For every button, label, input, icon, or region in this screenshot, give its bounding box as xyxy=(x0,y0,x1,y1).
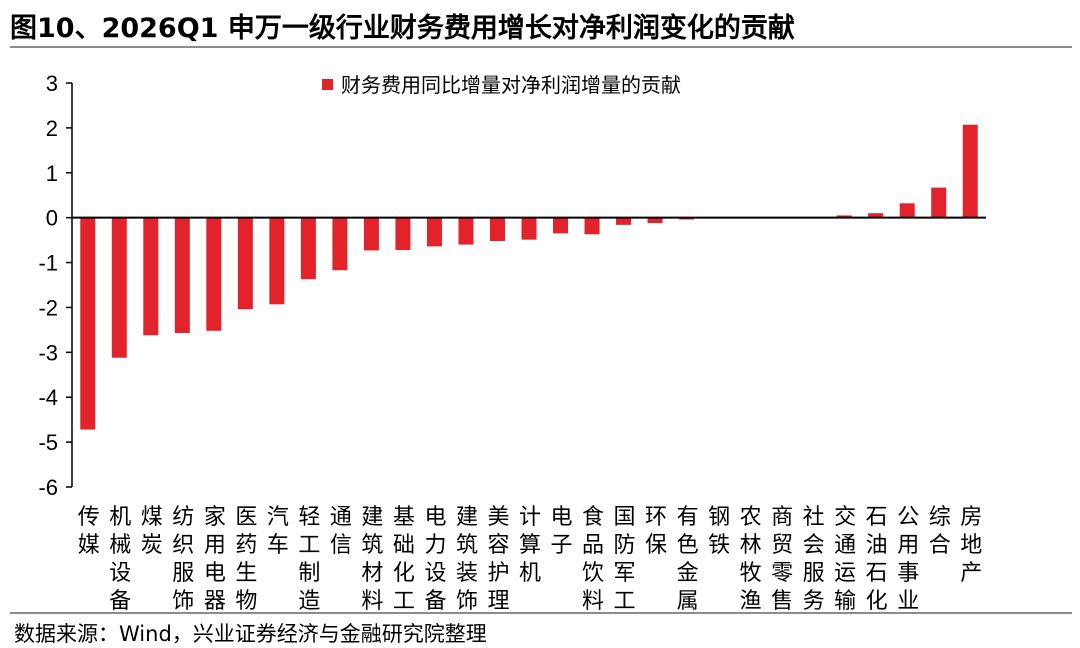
figure-title: 图10、2026Q1 申万一级行业财务费用增长对净利润变化的贡献 xyxy=(10,13,795,44)
x-axis-labels: 传媒机械设备煤炭纺织服饰家用电器医药生物汽车轻工制造通信建筑材料基础化工电力设备… xyxy=(78,505,982,610)
y-tick-label: -5 xyxy=(38,430,58,455)
source-note: 数据来源：Wind，兴业证券经济与金融研究院整理 xyxy=(14,622,487,646)
bar-15 xyxy=(521,217,537,240)
x-category-label: 电子 xyxy=(551,505,573,558)
x-category-label: 电力设备 xyxy=(424,505,446,610)
x-category-label: 社会服务 xyxy=(803,505,825,610)
bar-14 xyxy=(489,217,505,242)
bar-12 xyxy=(426,217,442,247)
x-category-label: 汽车 xyxy=(267,505,289,558)
bar-26 xyxy=(868,213,884,218)
y-tick-label: 3 xyxy=(46,71,58,96)
bar-29 xyxy=(962,124,978,218)
bar-7 xyxy=(269,217,285,305)
x-category-label: 房地产 xyxy=(960,505,982,586)
x-category-label: 纺织服饰 xyxy=(172,505,194,610)
y-axis: 3 2 1 0 -1 -2 -3 -4 -5 -6 xyxy=(38,71,73,500)
bar-28 xyxy=(931,187,947,218)
top-rule xyxy=(10,46,1072,48)
x-category-label: 传媒 xyxy=(78,505,100,558)
bottom-rule xyxy=(10,612,1072,614)
bars xyxy=(80,124,978,430)
y-tick-label: 0 xyxy=(46,206,58,231)
bar-2 xyxy=(111,217,127,358)
y-tick-label: -6 xyxy=(38,475,58,500)
bar-13 xyxy=(458,217,474,245)
bar-16 xyxy=(553,217,569,234)
x-category-label: 医药生物 xyxy=(235,505,257,610)
y-tick-label: 2 xyxy=(46,116,58,141)
x-category-label: 建筑材料 xyxy=(361,505,383,610)
y-tick-label: 1 xyxy=(46,161,58,186)
x-category-label: 建筑装饰 xyxy=(456,505,478,610)
bar-19 xyxy=(647,217,663,224)
y-tick-label: -4 xyxy=(38,385,58,410)
x-category-label: 轻工制造 xyxy=(298,505,320,610)
x-category-label: 交通运输 xyxy=(834,505,856,610)
x-category-label: 机械设备 xyxy=(109,505,131,610)
y-tick-label: -1 xyxy=(38,251,58,276)
y-tick-label: -3 xyxy=(38,340,58,365)
bar-25 xyxy=(836,215,852,218)
x-category-label: 公用事业 xyxy=(897,505,919,610)
bar-4 xyxy=(174,217,190,334)
x-category-label: 石油石化 xyxy=(866,505,888,610)
x-category-label: 煤炭 xyxy=(141,505,163,558)
bar-27 xyxy=(899,203,915,218)
x-category-label: 基础化工 xyxy=(393,505,415,610)
y-tick-label: -2 xyxy=(38,295,58,320)
x-category-label: 商贸零售 xyxy=(771,505,793,610)
x-category-label: 通信 xyxy=(330,505,352,558)
bar-5 xyxy=(206,217,222,331)
x-category-label: 综合 xyxy=(929,505,951,558)
bar-9 xyxy=(332,217,348,271)
bar-1 xyxy=(80,217,96,430)
x-category-label: 农林牧渔 xyxy=(740,505,762,610)
bar-chart: 3 2 1 0 -1 -2 -3 -4 -5 -6 传媒机械设备煤炭纺织服饰家用电器医药生物汽车轻… xyxy=(38,71,986,610)
x-category-label: 计算机 xyxy=(519,505,541,586)
legend: 财务费用同比增量对净利润增量的贡献 xyxy=(322,73,681,97)
bar-8 xyxy=(300,217,316,280)
legend-swatch xyxy=(322,79,333,90)
bar-10 xyxy=(363,217,379,251)
x-category-label: 有色金属 xyxy=(677,505,699,610)
bar-17 xyxy=(584,217,600,235)
x-category-label: 环保 xyxy=(645,505,667,558)
x-category-label: 钢铁 xyxy=(708,505,730,558)
bar-3 xyxy=(143,217,159,336)
x-category-label: 食品饮料 xyxy=(582,505,604,610)
bar-11 xyxy=(395,217,411,250)
x-category-label: 美容护理 xyxy=(487,505,509,610)
bar-18 xyxy=(616,217,632,225)
legend-label: 财务费用同比增量对净利润增量的贡献 xyxy=(341,73,681,97)
x-category-label: 家用电器 xyxy=(204,505,226,610)
bar-6 xyxy=(237,217,253,310)
x-category-label: 国防军工 xyxy=(614,505,636,610)
